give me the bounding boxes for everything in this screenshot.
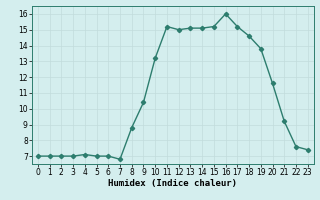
X-axis label: Humidex (Indice chaleur): Humidex (Indice chaleur) xyxy=(108,179,237,188)
